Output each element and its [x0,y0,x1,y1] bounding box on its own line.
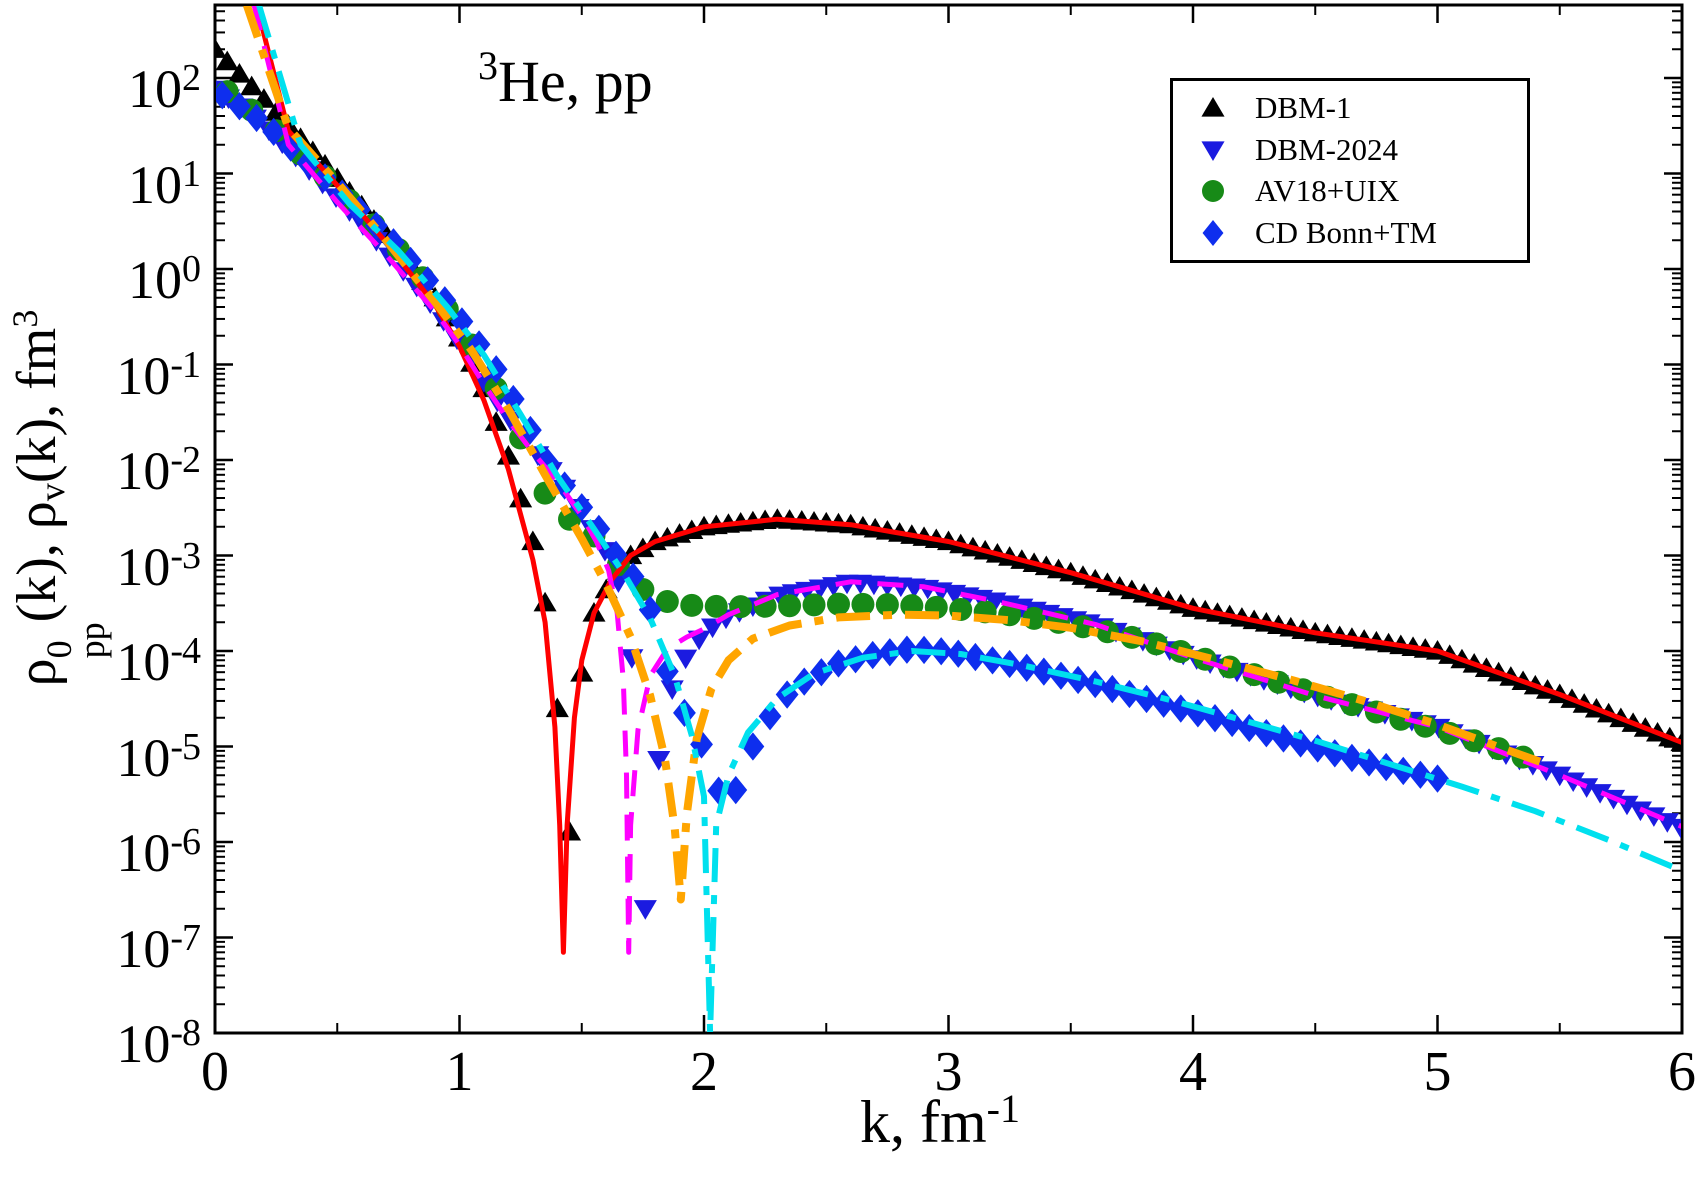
legend-item: AV18+UIX [1173,171,1527,213]
legend: DBM-1 DBM-2024 AV18+UIX CD Bonn+TM [1170,78,1530,263]
y-tick-label: 10-6 [116,821,201,884]
legend-label: DBM-2024 [1255,131,1398,167]
series-DBM-2024-fit [251,6,1681,955]
legend-label: AV18+UIX [1255,173,1400,209]
legend-label: CD Bonn+TM [1255,215,1437,251]
circle-icon [1202,180,1224,203]
x-axis-label: k, fm-1 [860,1086,1020,1155]
y-tick-label: 10-8 [116,1012,201,1075]
series-AV18-UIX-fit [243,6,1549,904]
y-tick-label: 10-1 [116,343,201,406]
legend-item: DBM-2024 [1173,129,1527,171]
plot-title: 3He, pp [478,43,653,114]
x-tick-label: 6 [1668,1041,1696,1103]
x-tick-label: 2 [690,1041,718,1103]
diamond-icon [1202,220,1224,247]
x-tick-label: 5 [1423,1041,1452,1103]
y-tick-label: 101 [128,152,201,215]
y-tick-label: 100 [128,248,201,311]
legend-item: CD Bonn+TM [1173,212,1527,254]
x-tick-label: 0 [201,1041,229,1103]
legend-item: DBM-1 [1173,87,1527,129]
triangle-up-icon [1201,96,1225,117]
y-tick-label: 10-3 [116,534,201,597]
y-tick-label: 10-7 [116,916,201,979]
y-tick-label: 102 [128,57,201,120]
x-tick-label: 1 [445,1041,474,1103]
y-tick-label: 10-4 [116,630,201,693]
y-tick-label: 10-2 [116,439,201,502]
x-tick-label: 4 [1179,1041,1207,1103]
triangle-down-icon [1201,141,1225,161]
y-tick-label: 10-5 [116,725,201,788]
legend-label: DBM-1 [1255,89,1352,125]
x-tick-label: 3 [934,1041,963,1103]
